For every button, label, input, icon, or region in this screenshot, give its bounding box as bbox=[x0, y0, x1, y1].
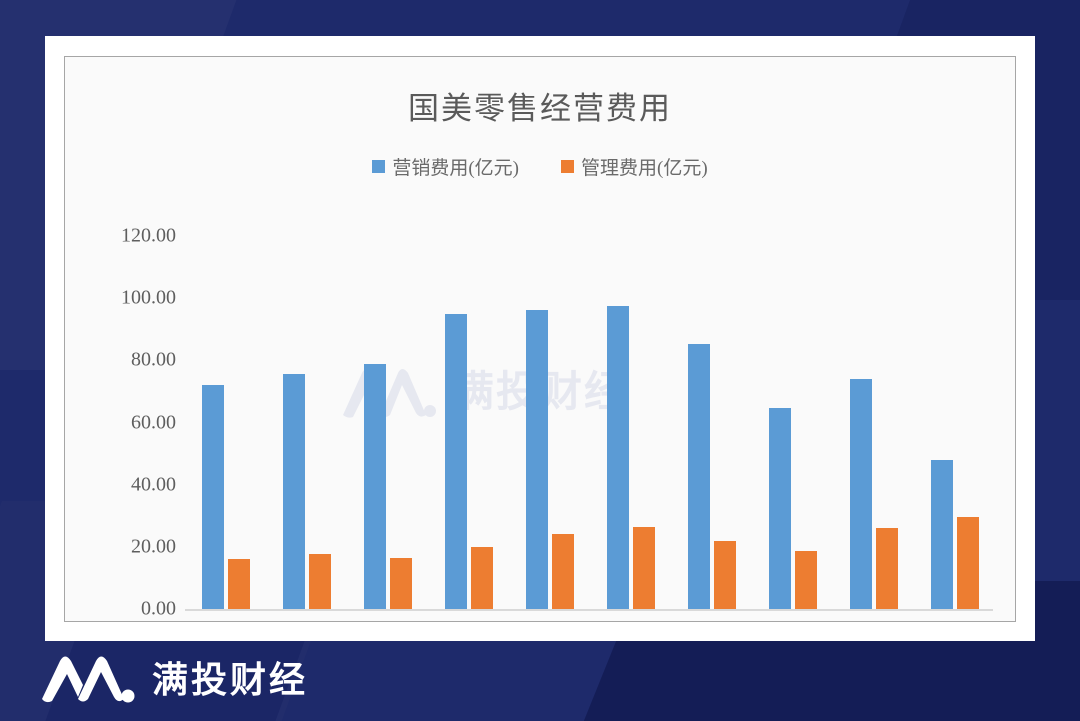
mountain-m-logo-icon bbox=[42, 656, 135, 703]
y-axis-tick-label: 120.00 bbox=[121, 224, 176, 247]
bar-group bbox=[347, 57, 428, 609]
y-axis-tick-label: 0.00 bbox=[141, 597, 176, 620]
y-axis-tick-label: 80.00 bbox=[131, 348, 176, 371]
bar[interactable] bbox=[525, 309, 548, 609]
legend-item-admin[interactable]: 管理费用(亿元) bbox=[561, 153, 708, 180]
legend-item-marketing[interactable]: 营销费用(亿元) bbox=[372, 153, 519, 180]
bar[interactable] bbox=[282, 374, 305, 609]
bar[interactable] bbox=[308, 553, 331, 609]
y-axis-tick-label: 100.00 bbox=[121, 286, 176, 309]
plot-area: 满投财经 120.00100.0080.0060.0040.0020.000.0… bbox=[65, 57, 1015, 621]
bar[interactable] bbox=[363, 364, 386, 609]
bar[interactable] bbox=[606, 305, 629, 609]
bar-group bbox=[509, 57, 590, 609]
y-axis-tick-label: 20.00 bbox=[131, 535, 176, 558]
brand-name: 满投财经 bbox=[152, 659, 309, 700]
bar-group bbox=[752, 57, 833, 609]
bar[interactable] bbox=[389, 558, 412, 609]
legend-label: 营销费用(亿元) bbox=[392, 158, 519, 179]
bar-group bbox=[833, 57, 914, 609]
brand-footer: 满投财经 bbox=[40, 649, 308, 705]
bar-group bbox=[185, 57, 266, 609]
chart-title: 国美零售经营费用 bbox=[408, 91, 672, 126]
y-axis-tick-label: 40.00 bbox=[131, 473, 176, 496]
bar[interactable] bbox=[849, 378, 872, 609]
bar[interactable] bbox=[632, 526, 655, 609]
bar-group bbox=[671, 57, 752, 609]
bar[interactable] bbox=[201, 384, 224, 609]
bar[interactable] bbox=[930, 460, 953, 609]
bar-group bbox=[428, 57, 509, 609]
bar[interactable] bbox=[470, 547, 493, 609]
bar-group bbox=[914, 57, 995, 609]
y-axis-labels: 120.00 100.00 80.00 60.00 40.00 20.00 0.00 bbox=[80, 57, 176, 621]
bar-series-container bbox=[185, 57, 993, 609]
chart-canvas: 国美零售经营费用 营销费用(亿元) 管理费用(亿元) bbox=[64, 56, 1016, 622]
legend-label: 管理费用(亿元) bbox=[581, 158, 708, 179]
chart-card: 国美零售经营费用 营销费用(亿元) 管理费用(亿元) bbox=[45, 36, 1035, 641]
bar[interactable] bbox=[227, 558, 250, 609]
x-axis-line bbox=[185, 609, 993, 611]
bar-group bbox=[266, 57, 347, 609]
bar[interactable] bbox=[551, 534, 574, 609]
chart-legend: 营销费用(亿元) 管理费用(亿元) bbox=[65, 153, 1015, 180]
legend-swatch-icon bbox=[372, 160, 386, 173]
y-axis-tick-label: 60.00 bbox=[131, 411, 176, 433]
bar[interactable] bbox=[687, 343, 710, 609]
bar[interactable] bbox=[875, 527, 898, 609]
bar-group bbox=[590, 57, 671, 609]
bar[interactable] bbox=[794, 550, 817, 609]
bar[interactable] bbox=[444, 314, 467, 609]
legend-swatch-icon bbox=[561, 160, 574, 173]
bar[interactable] bbox=[713, 540, 736, 609]
bar[interactable] bbox=[956, 517, 979, 609]
bar[interactable] bbox=[768, 407, 791, 609]
